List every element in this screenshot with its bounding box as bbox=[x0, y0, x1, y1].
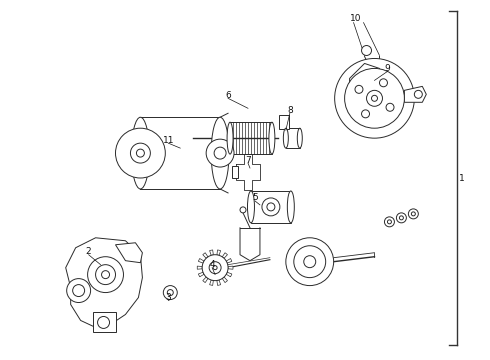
Polygon shape bbox=[198, 272, 204, 277]
Circle shape bbox=[214, 147, 226, 159]
Polygon shape bbox=[226, 258, 232, 263]
Ellipse shape bbox=[247, 191, 254, 223]
Circle shape bbox=[96, 265, 116, 285]
Circle shape bbox=[286, 238, 334, 285]
Polygon shape bbox=[198, 258, 204, 263]
Text: 2: 2 bbox=[86, 247, 92, 256]
Circle shape bbox=[408, 209, 418, 219]
Circle shape bbox=[385, 217, 394, 227]
Polygon shape bbox=[228, 266, 233, 269]
Text: 3: 3 bbox=[166, 293, 171, 302]
Ellipse shape bbox=[297, 128, 302, 148]
Polygon shape bbox=[210, 280, 213, 285]
Text: 11: 11 bbox=[163, 136, 174, 145]
Circle shape bbox=[335, 58, 415, 138]
Circle shape bbox=[294, 246, 326, 278]
Circle shape bbox=[98, 316, 110, 328]
Ellipse shape bbox=[211, 117, 229, 189]
Ellipse shape bbox=[227, 122, 233, 154]
Circle shape bbox=[362, 45, 371, 55]
Circle shape bbox=[73, 285, 85, 297]
Polygon shape bbox=[349, 63, 385, 108]
Circle shape bbox=[101, 271, 110, 279]
Circle shape bbox=[355, 85, 363, 93]
Circle shape bbox=[386, 103, 394, 111]
Circle shape bbox=[67, 279, 91, 302]
Circle shape bbox=[412, 212, 416, 216]
Polygon shape bbox=[210, 250, 213, 255]
Polygon shape bbox=[197, 266, 202, 269]
Circle shape bbox=[88, 257, 123, 293]
Circle shape bbox=[399, 216, 403, 220]
Polygon shape bbox=[116, 243, 143, 263]
Text: 7: 7 bbox=[245, 156, 251, 165]
Circle shape bbox=[344, 68, 404, 128]
Circle shape bbox=[262, 198, 280, 216]
Polygon shape bbox=[279, 115, 289, 129]
Ellipse shape bbox=[269, 122, 275, 154]
Text: 10: 10 bbox=[350, 14, 361, 23]
Text: 4: 4 bbox=[209, 260, 215, 269]
Circle shape bbox=[267, 203, 275, 211]
Polygon shape bbox=[222, 277, 227, 283]
Polygon shape bbox=[203, 253, 208, 258]
Ellipse shape bbox=[131, 117, 149, 189]
Circle shape bbox=[240, 207, 246, 213]
Ellipse shape bbox=[287, 191, 294, 223]
Polygon shape bbox=[226, 272, 232, 277]
Text: 8: 8 bbox=[287, 106, 293, 115]
Circle shape bbox=[396, 213, 406, 223]
Polygon shape bbox=[222, 253, 227, 258]
Polygon shape bbox=[217, 250, 220, 255]
Polygon shape bbox=[203, 277, 208, 283]
Circle shape bbox=[206, 139, 234, 167]
Ellipse shape bbox=[283, 128, 288, 148]
Polygon shape bbox=[286, 128, 300, 148]
Circle shape bbox=[209, 262, 221, 274]
Polygon shape bbox=[404, 86, 426, 102]
Polygon shape bbox=[217, 280, 220, 285]
Circle shape bbox=[388, 220, 392, 224]
Circle shape bbox=[304, 256, 316, 268]
Circle shape bbox=[136, 149, 145, 157]
Circle shape bbox=[130, 143, 150, 163]
Text: 6: 6 bbox=[225, 91, 231, 100]
Circle shape bbox=[116, 128, 165, 178]
Circle shape bbox=[379, 79, 388, 87]
Circle shape bbox=[371, 95, 377, 101]
Circle shape bbox=[362, 110, 369, 118]
Circle shape bbox=[213, 266, 217, 270]
Circle shape bbox=[163, 285, 177, 300]
Text: 5: 5 bbox=[252, 193, 258, 202]
Polygon shape bbox=[93, 312, 116, 332]
Circle shape bbox=[202, 255, 228, 280]
Circle shape bbox=[415, 90, 422, 98]
Polygon shape bbox=[66, 238, 143, 328]
Polygon shape bbox=[232, 166, 238, 178]
Text: 1: 1 bbox=[459, 174, 465, 183]
Circle shape bbox=[367, 90, 383, 106]
Text: 9: 9 bbox=[385, 64, 391, 73]
Polygon shape bbox=[251, 191, 291, 223]
Circle shape bbox=[167, 289, 173, 296]
